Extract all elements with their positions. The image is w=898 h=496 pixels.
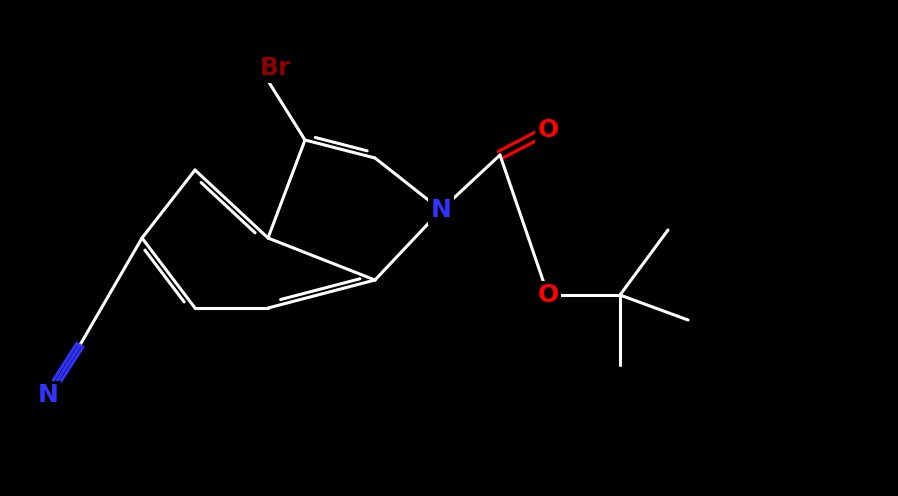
Text: N: N xyxy=(38,383,58,407)
Text: O: O xyxy=(537,118,559,142)
Text: N: N xyxy=(430,198,452,222)
Text: Br: Br xyxy=(260,56,291,80)
Text: O: O xyxy=(537,283,559,307)
